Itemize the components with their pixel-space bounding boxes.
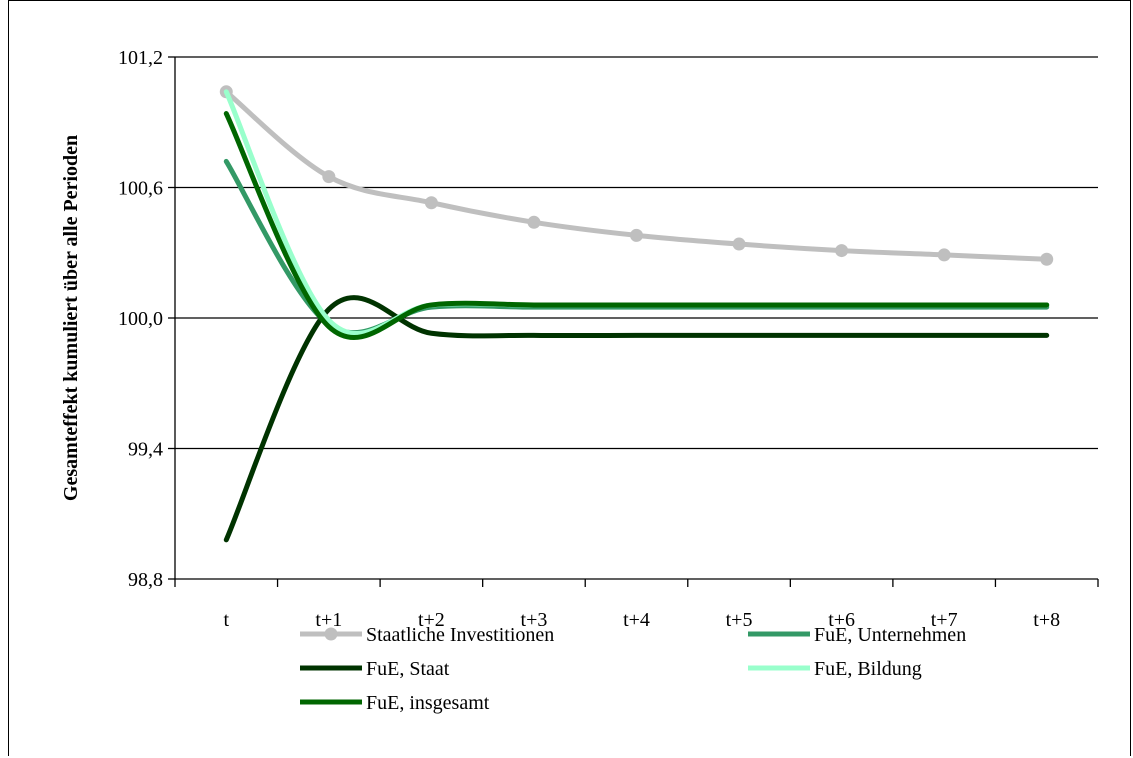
series-lines <box>219 85 1054 543</box>
legend: Staatliche Investitionen FuE, Unternehmen… <box>300 624 966 714</box>
data-point <box>937 248 951 262</box>
y-tick-label: 98,8 <box>128 569 163 591</box>
legend-item: Staatliche Investitionen <box>300 624 554 646</box>
legend-label: FuE, Unternehmen <box>814 624 966 646</box>
series-line <box>223 295 1050 543</box>
legend-label: FuE, Bildung <box>814 658 922 680</box>
legend-item: FuE, Staat <box>300 658 450 680</box>
series-5 <box>223 111 1050 341</box>
data-point <box>527 215 541 229</box>
legend-marker <box>324 627 338 641</box>
x-tick-label: t+5 <box>726 609 753 631</box>
x-tick-label: t+1 <box>315 609 342 631</box>
x-tick-label: t+8 <box>1033 609 1060 631</box>
x-axis-ticks: t t+1 t+2 t+3 t+4 t+5 t+6 t+7 t+8 <box>174 579 1099 631</box>
data-point <box>732 237 746 251</box>
legend-item: FuE, insgesamt <box>300 692 490 714</box>
data-point <box>835 244 849 258</box>
legend-item: FuE, Unternehmen <box>748 624 966 646</box>
gridlines <box>175 56 1098 580</box>
legend-label: FuE, insgesamt <box>366 692 490 714</box>
x-tick-label: t <box>223 609 229 631</box>
data-point <box>424 196 438 210</box>
data-point <box>630 228 643 242</box>
x-tick-label: t+4 <box>623 609 650 631</box>
series-3 <box>223 295 1050 543</box>
y-axis-title: Gesamteffekt kumuliert über alle Periode… <box>60 135 82 501</box>
data-point <box>322 170 336 184</box>
y-tick-label: 99,4 <box>128 439 163 461</box>
y-tick-label: 100,0 <box>118 308 163 330</box>
chart-frame <box>8 0 1131 756</box>
series-line <box>223 111 1050 341</box>
series-1 <box>219 85 1054 266</box>
legend-item: FuE, Bildung <box>748 658 922 680</box>
x-tick-label: t+7 <box>931 609 958 631</box>
legend-label: FuE, Staat <box>366 658 450 680</box>
x-tick-label: t+6 <box>828 609 855 631</box>
y-tick-label: 100,6 <box>118 178 163 200</box>
legend-label: Staatliche Investitionen <box>366 624 554 646</box>
y-tick-label: 101,2 <box>118 47 163 69</box>
x-tick-label: t+3 <box>521 609 548 631</box>
y-axis-ticks: 98,8 99,4 100,0 100,6 101,2 <box>118 47 175 591</box>
x-tick-label: t+2 <box>418 609 445 631</box>
data-point <box>1040 252 1054 266</box>
